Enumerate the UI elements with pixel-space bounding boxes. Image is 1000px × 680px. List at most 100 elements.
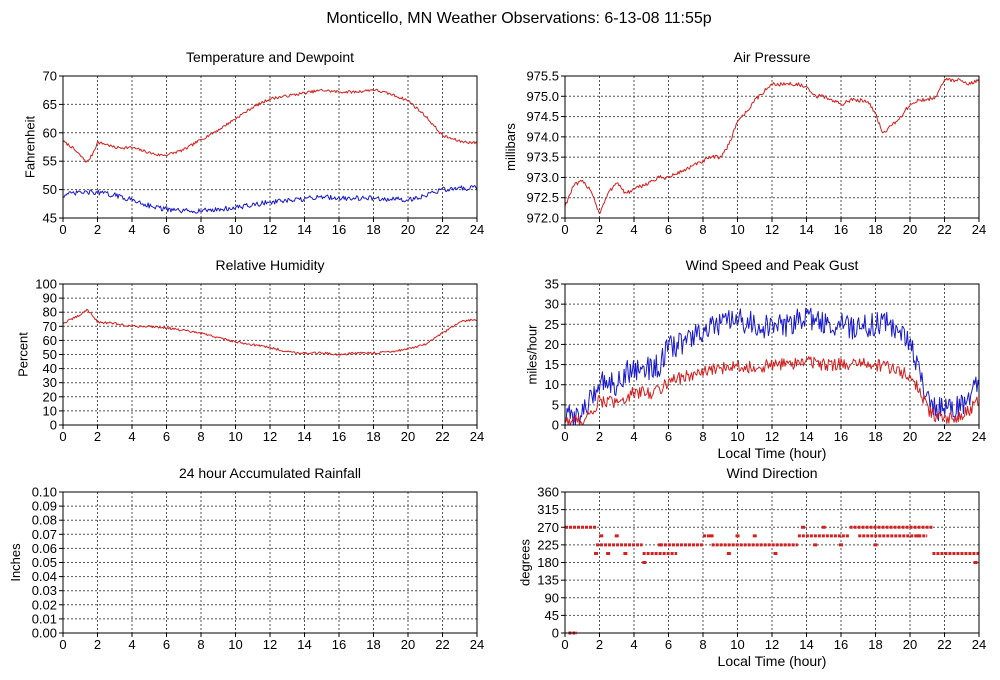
x-tick-label: 16 [834,637,848,652]
y-tick-label: 0.01 [32,611,57,626]
direction-point [623,551,628,555]
y-tick-label: 45 [43,211,57,226]
x-tick-label: 6 [163,222,170,237]
y-tick-label: 135 [537,573,559,588]
x-tick-label: 18 [868,222,882,237]
y-tick-label: 25 [545,317,559,332]
y-tick-label: 20 [545,337,559,352]
x-tick-label: 18 [366,429,380,444]
x-tick-label: 24 [470,637,484,652]
y-tick-label: 972.0 [526,211,559,226]
series-line [564,77,980,214]
x-tick-label: 12 [765,637,779,652]
y-tick-label: 60 [43,333,57,348]
x-tick-label: 6 [163,429,170,444]
x-tick-label: 16 [332,222,346,237]
direction-point [614,534,619,538]
x-tick-label: 0 [59,222,66,237]
x-tick-label: 14 [297,637,311,652]
x-tick-label: 12 [263,222,277,237]
direction-point [599,534,604,538]
x-tick-label: 16 [332,429,346,444]
y-tick-label: 90 [43,291,57,306]
y-tick-label: 10 [545,377,559,392]
x-tick-label: 8 [699,637,706,652]
x-tick-label: 2 [94,429,101,444]
x-tick-label: 10 [730,637,744,652]
x-tick-label: 16 [834,222,848,237]
x-tick-label: 22 [937,429,951,444]
x-tick-label: 2 [94,637,101,652]
x-tick-label: 22 [937,222,951,237]
y-tick-label: 0 [50,418,57,433]
x-tick-label: 2 [94,222,101,237]
direction-point [657,543,662,547]
x-tick-label: 6 [665,222,672,237]
y-tick-label: 315 [537,502,559,517]
x-tick-label: 10 [228,637,242,652]
x-tick-label: 4 [128,429,135,444]
direction-point [752,534,757,538]
direction-point [813,543,818,547]
series-line [62,308,478,356]
x-tick-label: 24 [972,222,986,237]
y-tick-label: 5 [552,397,559,412]
y-tick-label: 0.09 [32,499,57,514]
x-tick-label: 20 [903,637,917,652]
y-tick-label: 90 [545,590,559,605]
y-tick-label: 30 [43,375,57,390]
y-tick-label: 0.05 [32,555,57,570]
x-tick-label: 4 [128,222,135,237]
chart-title: Wind Speed and Peak Gust [686,257,859,273]
y-tick-label: 35 [545,277,559,292]
y-axis-label: Percent [15,332,30,377]
y-tick-label: 973.0 [526,170,559,185]
y-axis-label: millibars [503,123,518,171]
x-tick-label: 10 [228,222,242,237]
x-tick-label: 14 [297,429,311,444]
x-tick-label: 12 [263,429,277,444]
direction-point [735,534,740,538]
x-tick-label: 22 [435,222,449,237]
x-tick-label: 18 [366,637,380,652]
x-tick-label: 2 [596,222,603,237]
x-tick-label: 24 [972,429,986,444]
direction-point [606,551,611,555]
x-tick-label: 4 [630,637,637,652]
x-tick-label: 8 [699,222,706,237]
y-tick-label: 270 [537,520,559,535]
x-tick-label: 14 [799,222,813,237]
x-tick-label: 24 [470,222,484,237]
x-tick-label: 18 [868,429,882,444]
x-tick-label: 12 [263,637,277,652]
x-tick-label: 8 [197,637,204,652]
y-tick-label: 40 [43,361,57,376]
direction-point [916,534,921,538]
x-tick-label: 0 [59,429,66,444]
y-tick-label: 30 [545,297,559,312]
y-tick-label: 0.06 [32,541,57,556]
x-tick-label: 14 [799,637,813,652]
x-tick-label: 12 [765,429,779,444]
y-axis-label: miles/hour [525,324,540,385]
chart-title: Temperature and Dewpoint [186,49,354,65]
x-tick-label: 0 [561,222,568,237]
y-tick-label: 15 [545,357,559,372]
y-tick-label: 70 [43,69,57,84]
series-line [62,88,478,163]
x-tick-label: 8 [197,222,204,237]
y-tick-label: 100 [35,277,57,292]
y-tick-label: 0.07 [32,527,57,542]
x-axis-label: Local Time (hour) [718,653,827,669]
y-tick-label: 50 [43,347,57,362]
x-tick-label: 20 [903,429,917,444]
y-tick-label: 180 [537,555,559,570]
x-tick-label: 20 [401,429,415,444]
chart-title: 24 hour Accumulated Rainfall [179,465,361,481]
direction-point [709,534,714,538]
x-tick-label: 12 [765,222,779,237]
